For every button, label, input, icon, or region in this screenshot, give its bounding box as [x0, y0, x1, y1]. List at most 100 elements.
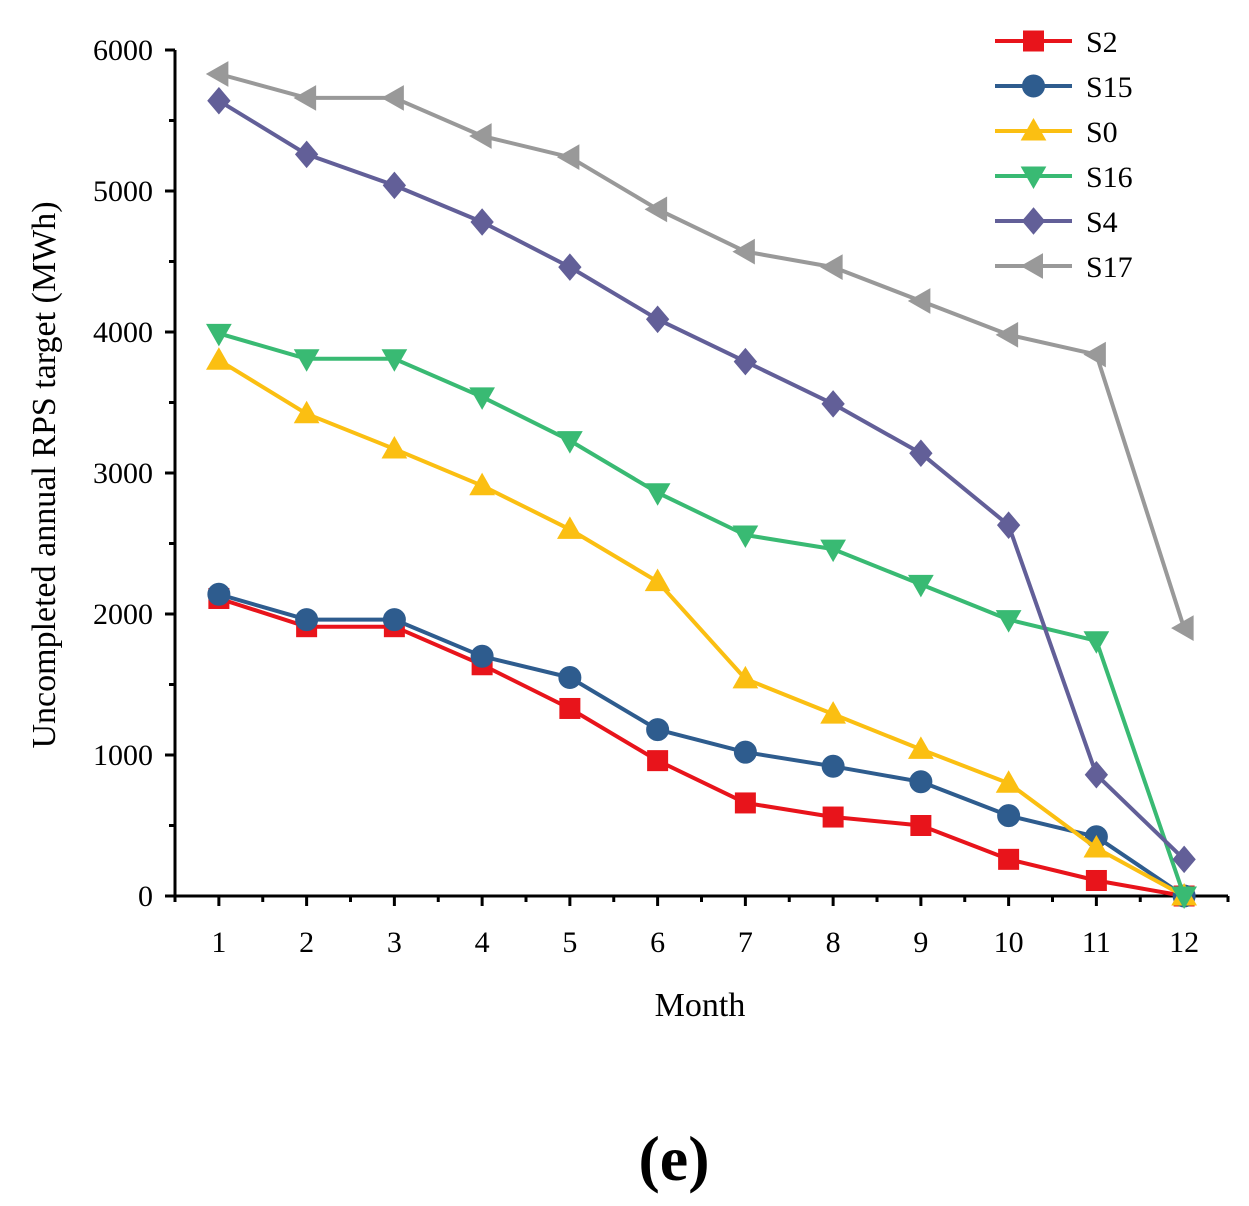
data-point-s17: [732, 238, 755, 265]
data-point-s2: [559, 697, 581, 719]
data-point-s16: [1083, 631, 1110, 654]
data-point-s15: [909, 770, 933, 794]
series-s15: [207, 582, 1196, 908]
x-tick-label: 6: [650, 926, 665, 959]
y-tick-label: 6000: [93, 34, 153, 67]
data-point-s16: [732, 525, 759, 549]
panel-label: (e): [638, 1123, 709, 1194]
data-point-s17: [1083, 341, 1106, 368]
y-tick-label: 2000: [93, 598, 153, 631]
data-point-s4: [294, 140, 319, 169]
series-line-s0: [217, 358, 1186, 898]
data-point-s2: [1085, 869, 1107, 891]
legend-marker-s4: [1021, 207, 1046, 235]
y-axis-title: Uncompleted annual RPS target (MWh): [26, 201, 63, 748]
data-point-s0: [908, 736, 934, 759]
y-tick-label: 4000: [93, 316, 153, 349]
x-tick-label: 3: [387, 926, 402, 959]
data-point-s17: [205, 61, 229, 87]
data-point-s17: [995, 321, 1019, 348]
data-point-s2: [647, 750, 669, 772]
data-point-s2: [998, 848, 1020, 870]
y-tick-label: 3000: [93, 457, 153, 490]
legend-label-s2: S2: [1086, 26, 1118, 59]
data-point-s2: [910, 815, 932, 836]
data-point-s17: [293, 85, 317, 111]
legend-item-s17: S17: [995, 251, 1133, 284]
x-tick-label: 1: [211, 926, 226, 959]
y-tick-label: 5000: [93, 175, 153, 208]
data-point-s0: [557, 516, 583, 539]
data-point-s15: [733, 740, 757, 764]
data-point-s16: [557, 431, 583, 454]
data-point-s17: [469, 123, 492, 149]
data-point-s0: [644, 568, 671, 592]
legend-label-s4: S4: [1086, 206, 1118, 239]
data-point-s4: [470, 208, 494, 236]
data-point-s4: [1084, 760, 1109, 789]
x-tick-label: 10: [994, 926, 1024, 959]
legend-marker-s17: [1020, 253, 1043, 279]
legend-item-s16: S16: [995, 161, 1133, 194]
data-point-s0: [469, 472, 495, 496]
series-s16: [206, 323, 1197, 910]
data-point-s4: [909, 439, 933, 468]
series-line-s2: [218, 596, 1185, 898]
series-line-s16: [218, 331, 1186, 897]
data-point-s16: [820, 539, 846, 563]
series-line-s17: [218, 72, 1187, 629]
data-point-s4: [382, 171, 407, 200]
legend-marker-s15: [1022, 74, 1045, 98]
data-point-s15: [295, 608, 319, 632]
legend: S2 S15 S0 S16 S4 S17: [995, 26, 1133, 284]
x-tick-label: 4: [475, 926, 490, 959]
data-point-s17: [820, 254, 843, 281]
data-point-s16: [644, 483, 671, 506]
x-tick-label: 11: [1082, 926, 1111, 959]
data-point-s15: [207, 582, 231, 606]
series-layer: [205, 61, 1197, 910]
legend-item-s2: S2: [995, 26, 1118, 59]
series-line-s15: [218, 592, 1186, 898]
data-point-s17: [644, 196, 668, 223]
data-point-s16: [293, 349, 320, 372]
data-point-s16: [1171, 886, 1197, 910]
data-point-s4: [821, 390, 845, 418]
x-axis-title: Month: [655, 987, 746, 1024]
data-point-s4: [996, 511, 1021, 539]
data-point-s4: [733, 347, 758, 376]
x-tick-label: 2: [299, 926, 314, 959]
y-tick-label: 0: [138, 880, 153, 913]
legend-label-s16: S16: [1086, 161, 1133, 194]
legend-item-s0: S0: [995, 116, 1118, 149]
data-point-s17: [556, 144, 580, 171]
legend-label-s0: S0: [1086, 116, 1118, 149]
data-point-s17: [907, 288, 931, 314]
data-point-s16: [995, 610, 1022, 633]
series-line-s4: [217, 99, 1186, 861]
data-point-s15: [382, 608, 406, 632]
data-point-s15: [470, 644, 494, 668]
legend-label-s15: S15: [1086, 71, 1133, 104]
x-tick-label: 12: [1169, 926, 1199, 959]
data-point-s0: [206, 347, 232, 370]
data-point-s2: [822, 806, 844, 828]
data-point-s15: [821, 754, 845, 778]
x-tick-label: 5: [562, 926, 577, 959]
data-point-s0: [995, 770, 1022, 793]
legend-marker-s2: [1023, 30, 1044, 52]
data-point-s16: [381, 349, 408, 372]
data-point-s2: [734, 792, 756, 814]
legend-item-s4: S4: [995, 206, 1118, 239]
data-point-s15: [997, 804, 1021, 828]
x-tick-label: 9: [913, 926, 928, 959]
data-point-s15: [558, 665, 582, 689]
data-point-s15: [646, 718, 670, 742]
legend-label-s17: S17: [1086, 251, 1133, 284]
data-point-s4: [1172, 845, 1196, 874]
series-s17: [205, 61, 1194, 641]
y-tick-label: 1000: [93, 739, 153, 772]
